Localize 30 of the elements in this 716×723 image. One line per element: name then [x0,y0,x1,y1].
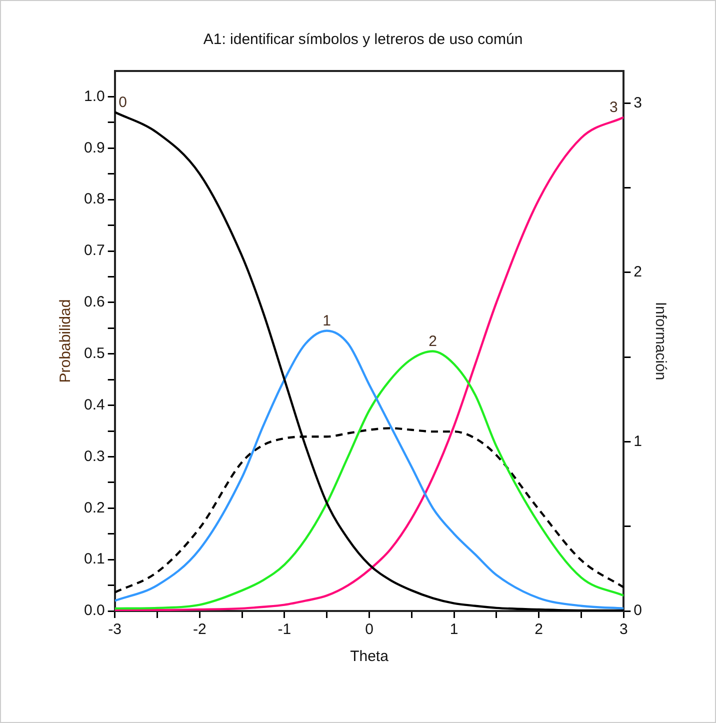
y2-tick-label: 0 [634,602,642,620]
x-axis-title: Theta [350,648,390,666]
y-tick-label: 0.6 [84,294,105,311]
series-label: 3 [609,98,618,116]
x-tick-label: -2 [192,621,206,638]
y2-axis-title: Información [652,302,669,380]
y-tick-label: 0.5 [84,345,105,362]
y-axis-title: Probabilidad [57,299,74,383]
series-label: 1 [322,312,332,330]
x-tick-label: -3 [108,621,122,638]
x-tick-label: 1 [450,621,458,638]
y-tick-label: 0.8 [84,190,105,208]
y2-tick-label: 1 [634,432,642,450]
series-label: 2 [428,332,438,350]
chart-title: A1: identificar símbolos y letreros de uso común [203,31,523,48]
x-tick-label: 3 [619,621,628,638]
y-tick-label: 0.7 [84,242,105,260]
y-tick-label: 0.0 [84,602,105,620]
x-tick-label: -1 [278,621,292,638]
y-tick-label: 0.4 [84,396,105,414]
series-label: 0 [118,94,128,111]
x-tick-label: 0 [365,621,374,638]
y2-tick-label: 3 [634,94,642,112]
y-tick-label: 1.0 [84,88,105,105]
y-tick-label: 0.9 [84,139,105,156]
x-tick-label: 2 [534,621,544,638]
y2-tick-label: 2 [634,264,642,281]
y-tick-label: 0.1 [84,550,105,568]
y-tick-label: 0.3 [84,448,105,465]
y-tick-label: 0.2 [84,499,105,516]
